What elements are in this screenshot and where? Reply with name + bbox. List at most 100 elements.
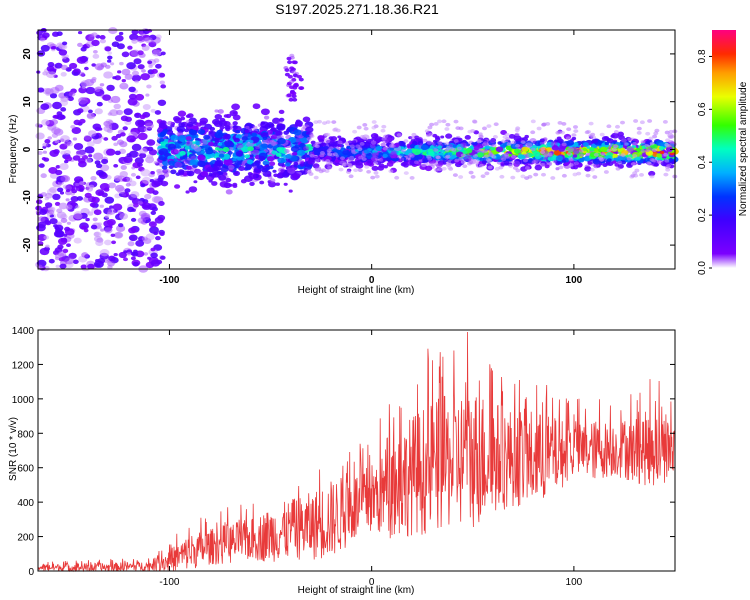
spectrogram-cell — [126, 251, 132, 256]
spectrogram-cell — [472, 119, 477, 124]
spectrogram-cell — [499, 174, 505, 179]
spectrogram-cell — [159, 255, 166, 260]
spectrogram-cell — [484, 171, 490, 176]
spectrogram-cell — [286, 93, 292, 98]
spectrogram-cell — [49, 218, 58, 225]
spectrogram-cell — [275, 130, 283, 136]
snr-y-tick-label: 600 — [17, 464, 34, 475]
spectrogram-cell — [56, 208, 63, 214]
spectrogram-cell — [155, 63, 162, 69]
spectrogram-cell — [462, 164, 468, 169]
spectrogram-cell — [73, 119, 81, 126]
spectrogram-cell — [112, 76, 117, 80]
spectrogram-cell — [262, 136, 268, 141]
spectrogram-cell — [551, 145, 560, 151]
spectrogram-cell — [615, 166, 621, 171]
spectrogram-cell — [394, 175, 400, 180]
spectrogram-cell — [141, 176, 152, 184]
spectrogram-cell — [409, 176, 415, 180]
spectrogram-cell — [541, 122, 547, 127]
spectrogram-cell — [218, 174, 227, 181]
spectrogram-cell — [492, 135, 498, 139]
spectrogram-cell — [39, 37, 46, 42]
spectrogram-cell — [130, 191, 140, 198]
spectrogram-cell — [299, 163, 305, 167]
spectrogram-cell — [295, 119, 301, 124]
spectrogram-cell — [465, 143, 471, 147]
spectrogram-cell — [75, 149, 86, 158]
spectrogram-cell — [95, 189, 105, 196]
spectrogram-cell — [476, 152, 484, 158]
spectrogram-cell — [131, 70, 140, 76]
spectrogram-cell — [76, 196, 84, 201]
spectrogram-cell — [134, 113, 140, 117]
spectrogram-cell — [45, 88, 54, 95]
spectrogram-cell — [47, 136, 53, 140]
spectrogram-cell — [266, 155, 275, 162]
spectrogram-cell — [119, 61, 124, 66]
spectrogram-cell — [50, 119, 59, 125]
spectrogram-cell — [388, 169, 394, 174]
snr-y-tick-label: 0 — [28, 567, 34, 578]
spectrogram-cell — [42, 71, 48, 76]
spectrogram-cell — [665, 143, 671, 148]
spectrogram-cell — [332, 152, 338, 157]
spectrogram-cell — [380, 142, 387, 147]
spectrogram-cell — [212, 118, 220, 125]
spectrogram-cell — [152, 190, 159, 195]
spectrogram-cell — [37, 216, 46, 222]
spectrogram-cell — [527, 174, 533, 179]
spectrogram-cell — [220, 166, 229, 173]
spectrogram-cell — [105, 64, 111, 69]
spectrogram-cell — [284, 68, 290, 72]
spectrogram-cell — [320, 142, 327, 147]
spectrogram-cell — [252, 103, 261, 110]
spectrogram-cell — [125, 182, 131, 187]
spectrogram-cell — [137, 64, 145, 70]
spectrogram-cell — [421, 163, 427, 168]
spectrogram-cell — [297, 123, 303, 127]
spectrogram-cell — [62, 248, 69, 254]
spectrogram-cell — [291, 94, 297, 99]
spectrogram-cell — [54, 62, 63, 69]
spectrogram-cell — [479, 157, 485, 162]
spectrogram-cell — [324, 169, 330, 173]
spectrogram-cell — [104, 196, 115, 204]
spectrogram-cell — [238, 165, 245, 172]
spectrogram-cell — [131, 38, 138, 44]
spectrogram-cell — [108, 255, 116, 262]
spectrogram-cell — [561, 142, 567, 147]
spectrogram-cell — [486, 124, 492, 128]
spectrogram-cell — [176, 125, 186, 133]
spectrogram-cell — [106, 84, 115, 92]
spectrogram-cell — [292, 97, 298, 102]
spectrogram-cell — [42, 142, 48, 147]
spectrogram-cell — [288, 97, 294, 102]
spectrogram-cell — [445, 133, 453, 139]
spectrogram-cell — [61, 41, 68, 46]
spectrogram-cell — [441, 166, 447, 171]
spectrogram-cell — [131, 166, 136, 170]
spectrogram-cell — [529, 138, 537, 144]
spectrogram-cell — [456, 146, 462, 151]
spectrogram-cell — [46, 65, 55, 72]
spectrogram-cell — [157, 99, 167, 106]
spectrogram-cell — [281, 172, 290, 178]
spectrogram-cell — [297, 149, 306, 156]
spectrogram-x-tick-label: 0 — [369, 275, 375, 286]
spectrogram-cell — [651, 158, 657, 163]
spectrogram-cell — [64, 185, 72, 191]
spectrogram-cell — [108, 27, 118, 35]
spectrogram-cell — [357, 147, 363, 152]
spectrogram-cell — [144, 122, 154, 130]
spectrogram-cell — [137, 132, 148, 141]
spectrogram-cell — [137, 120, 146, 127]
spectrogram-cell — [43, 235, 50, 240]
colorbar-tick-label: 0.6 — [697, 102, 708, 116]
spectrogram-cell — [200, 170, 209, 177]
spectrogram-cell — [104, 46, 112, 52]
spectrogram-cell — [375, 145, 383, 152]
spectrogram-cell — [160, 180, 169, 187]
spectrogram-cell — [331, 156, 337, 161]
spectrogram-cell — [306, 136, 312, 141]
